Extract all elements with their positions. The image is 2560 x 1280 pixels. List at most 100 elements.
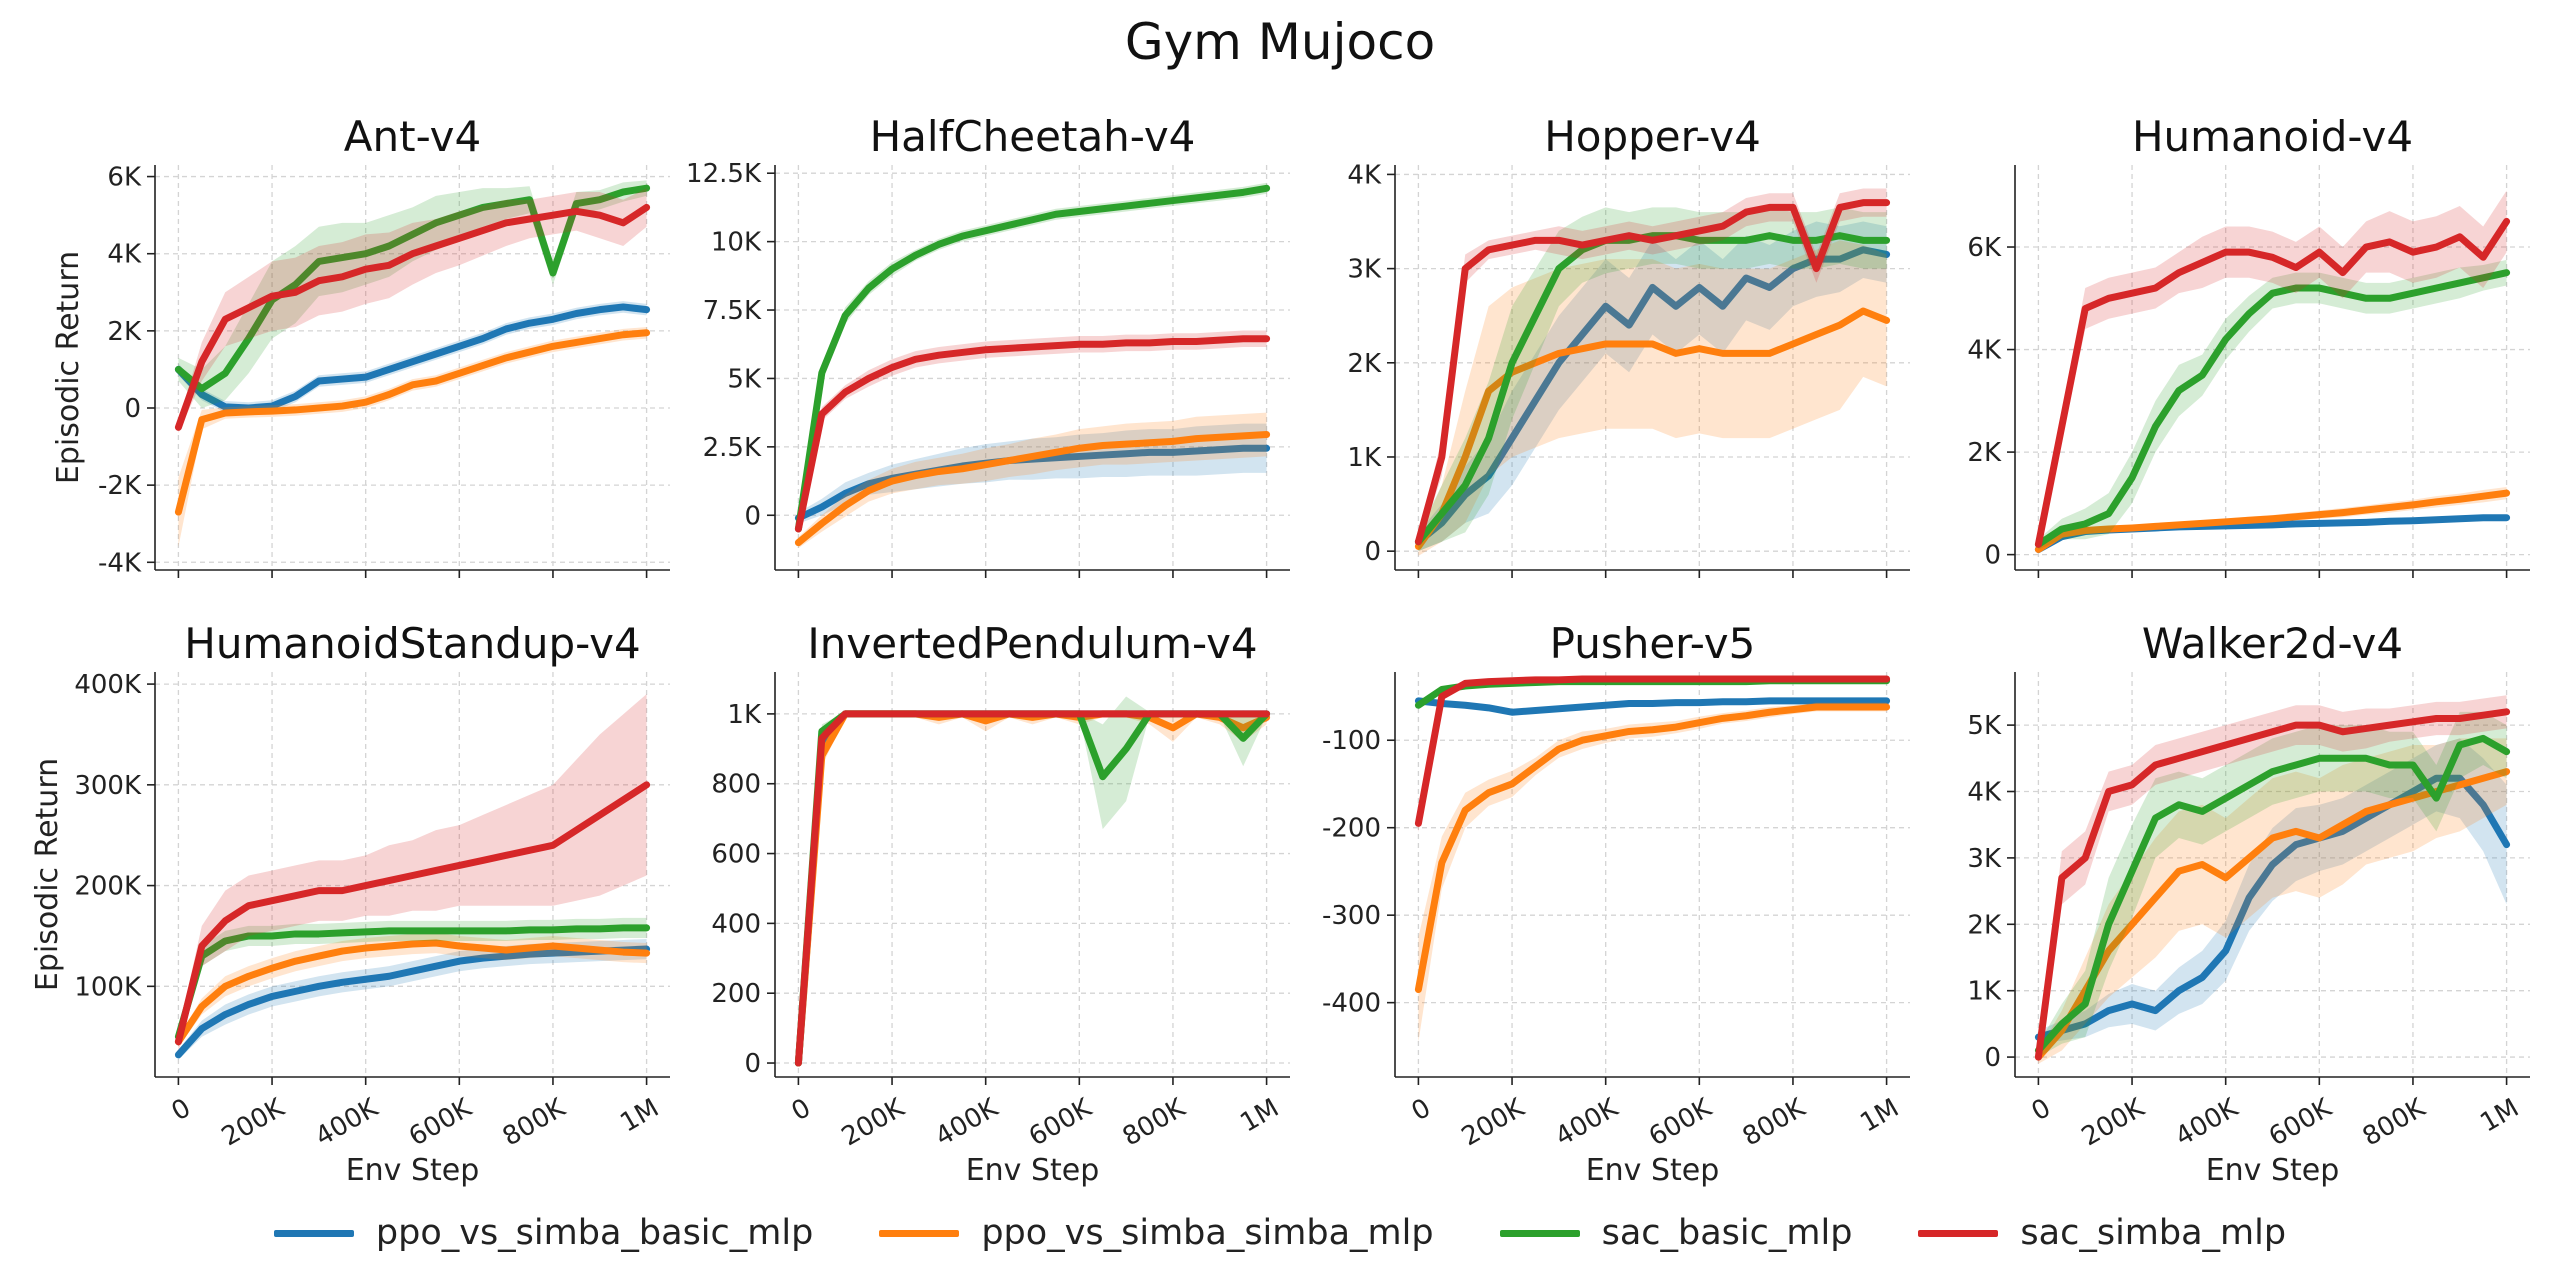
x-axis-label: Env Step (2206, 1153, 2340, 1188)
x-axis-label: Env Step (966, 1153, 1100, 1188)
y-tick-label: 400K (74, 670, 142, 700)
subplot-humanoidstandup-v4: HumanoidStandup-v4 100K 200K 300K 400K 0 200K 4… (30, 619, 670, 1188)
legend-label-sac-basic: sac_basic_mlp (1601, 1213, 1853, 1253)
x-tick-label: 200K (837, 1093, 911, 1153)
y-tick-label: 200 (711, 979, 761, 1009)
line-ppo-vs-simba-basic-mlp (1414, 246, 1891, 546)
subplot-halfcheetah-v4: HalfCheetah-v4 0 2.5K 5K 7.5K 10K 12.5K (686, 112, 1290, 578)
x-tick-label: 800K (1118, 1093, 1192, 1153)
figure-title: Gym Mujoco (1125, 13, 1435, 71)
y-tick-label: -300 (1322, 901, 1381, 931)
x-tick-label: 600K (1024, 1093, 1098, 1153)
series-sac-simba-mlp (794, 330, 1271, 534)
band-ppo-vs-simba-simba-mlp (798, 710, 1267, 1064)
legend-label-sac-simba: sac_simba_mlp (2020, 1213, 2287, 1253)
line-sac-simba-mlp (174, 203, 651, 431)
series-sac-simba-mlp (174, 188, 651, 434)
series-ppo-vs-simba-simba-mlp (174, 327, 651, 547)
line-sac-simba-mlp (1414, 675, 1891, 827)
y-tick-label: 4K (1967, 336, 2002, 366)
y-tick-label: -4K (98, 548, 142, 578)
line-ppo-vs-simba-basic-mlp (1414, 697, 1891, 716)
line-ppo-vs-simba-simba-mlp (174, 939, 651, 1046)
x-tick-label: 400K (2170, 1093, 2244, 1153)
band-sac-basic-mlp (798, 696, 1267, 1064)
y-tick-label: -400 (1322, 989, 1381, 1019)
line-sac-simba-mlp (794, 710, 1271, 1067)
line-ppo-vs-simba-simba-mlp (1414, 703, 1891, 994)
line-sac-simba-mlp (2034, 708, 2511, 1061)
subplot-title: Walker2d-v4 (2142, 619, 2403, 668)
y-tick-label: 5K (727, 364, 762, 394)
series-sac-simba-mlp (1414, 675, 1891, 833)
y-tick-label: 7.5K (703, 296, 762, 326)
y-tick-label: 0 (1984, 1043, 2001, 1073)
x-axis-label: Env Step (346, 1153, 480, 1188)
line-sac-basic-mlp (174, 184, 651, 393)
legend-item-sac-simba: sac_simba_mlp (1918, 1213, 2286, 1253)
y-tick-label: 6K (1967, 233, 2002, 263)
series-sac-simba-mlp (794, 710, 1271, 1067)
y-tick-label: 3K (1347, 255, 1382, 285)
y-tick-label: 2K (1347, 349, 1382, 379)
x-tick-label: 200K (217, 1093, 291, 1153)
y-tick-label: 2.5K (703, 433, 762, 463)
series-ppo-vs-simba-basic-mlp (174, 301, 651, 414)
line-ppo-vs-simba-basic-mlp (794, 710, 1271, 1067)
subplot-title: InvertedPendulum-v4 (807, 619, 1257, 668)
y-axis-label: Episodic Return (51, 251, 86, 484)
subplot-hopper-v4: Hopper-v4 0 1K 2K 3K 4K (1347, 112, 1910, 578)
series-ppo-vs-simba-simba-mlp (794, 710, 1271, 1067)
y-tick-label: 800 (711, 770, 761, 800)
series-ppo-vs-simba-simba-mlp (2034, 486, 2511, 553)
subplot-walker2d-v4: Walker2d-v4 0 1K 2K 3K 4K 5K 0 200K 400K 600K 800K 1… (1967, 619, 2530, 1188)
y-tick-label: 200K (74, 872, 142, 902)
line-ppo-vs-simba-simba-mlp (794, 710, 1271, 1067)
y-tick-label: 2K (1967, 438, 2002, 468)
y-tick-label: 3K (1967, 844, 2002, 874)
subplot-title: HumanoidStandup-v4 (184, 619, 641, 668)
y-tick-label: 0 (1984, 541, 2001, 571)
line-sac-basic-mlp (794, 184, 1271, 533)
x-tick-label: 0 (787, 1093, 816, 1127)
line-sac-simba-mlp (1414, 199, 1891, 546)
band-ppo-vs-simba-basic-mlp (2038, 738, 2507, 1044)
y-tick-label: 4K (1347, 160, 1382, 190)
x-tick-label: 1M (1855, 1093, 1904, 1138)
series-sac-basic-mlp (794, 696, 1271, 1067)
y-tick-label: 4K (107, 240, 142, 270)
legend-label-ppo-basic: ppo_vs_simba_basic_mlp (375, 1213, 814, 1253)
y-tick-label: 0 (124, 394, 141, 424)
line-sac-simba-mlp (174, 781, 651, 1046)
subplot-title: Ant-v4 (344, 112, 481, 161)
line-ppo-vs-simba-basic-mlp (174, 303, 651, 412)
series-sac-simba-mlp (174, 694, 651, 1052)
band-ppo-vs-simba-simba-mlp (1418, 702, 1887, 1043)
y-tick-label: 1K (727, 700, 762, 730)
x-tick-label: 800K (498, 1093, 572, 1153)
x-tick-label: 800K (1738, 1093, 1812, 1153)
line-sac-basic-mlp (2034, 269, 2511, 548)
subplot-title: Hopper-v4 (1544, 112, 1761, 161)
band-ppo-vs-simba-basic-mlp (1418, 221, 1887, 552)
legend-swatch-sac-basic (1499, 1229, 1580, 1237)
x-tick-label: 1M (615, 1093, 664, 1138)
y-tick-label: 400 (711, 909, 761, 939)
line-sac-simba-mlp (2034, 217, 2511, 548)
y-tick-label: 10K (711, 228, 762, 258)
x-tick-label: 1M (2475, 1093, 2524, 1138)
line-ppo-vs-simba-simba-mlp (1414, 307, 1891, 550)
band-ppo-vs-simba-basic-mlp (178, 301, 647, 414)
subplot-invertedpendulum-v4: InvertedPendulum-v4 0 200 400 600 800 1K 0 200K 4… (711, 619, 1290, 1188)
series-ppo-vs-simba-simba-mlp (2034, 738, 2511, 1064)
x-tick-label: 1M (1235, 1093, 1284, 1138)
x-tick-label: 200K (2077, 1093, 2151, 1153)
x-tick-label: 0 (2027, 1093, 2056, 1127)
series-ppo-vs-simba-basic-mlp (1414, 697, 1891, 716)
legend-item-sac-basic: sac_basic_mlp (1499, 1213, 1853, 1253)
x-tick-label: 400K (930, 1093, 1004, 1153)
x-tick-label: 600K (1644, 1093, 1718, 1153)
y-tick-label: -2K (98, 471, 142, 501)
series-ppo-vs-simba-simba-mlp (174, 932, 651, 1047)
y-tick-label: 600 (711, 840, 761, 870)
